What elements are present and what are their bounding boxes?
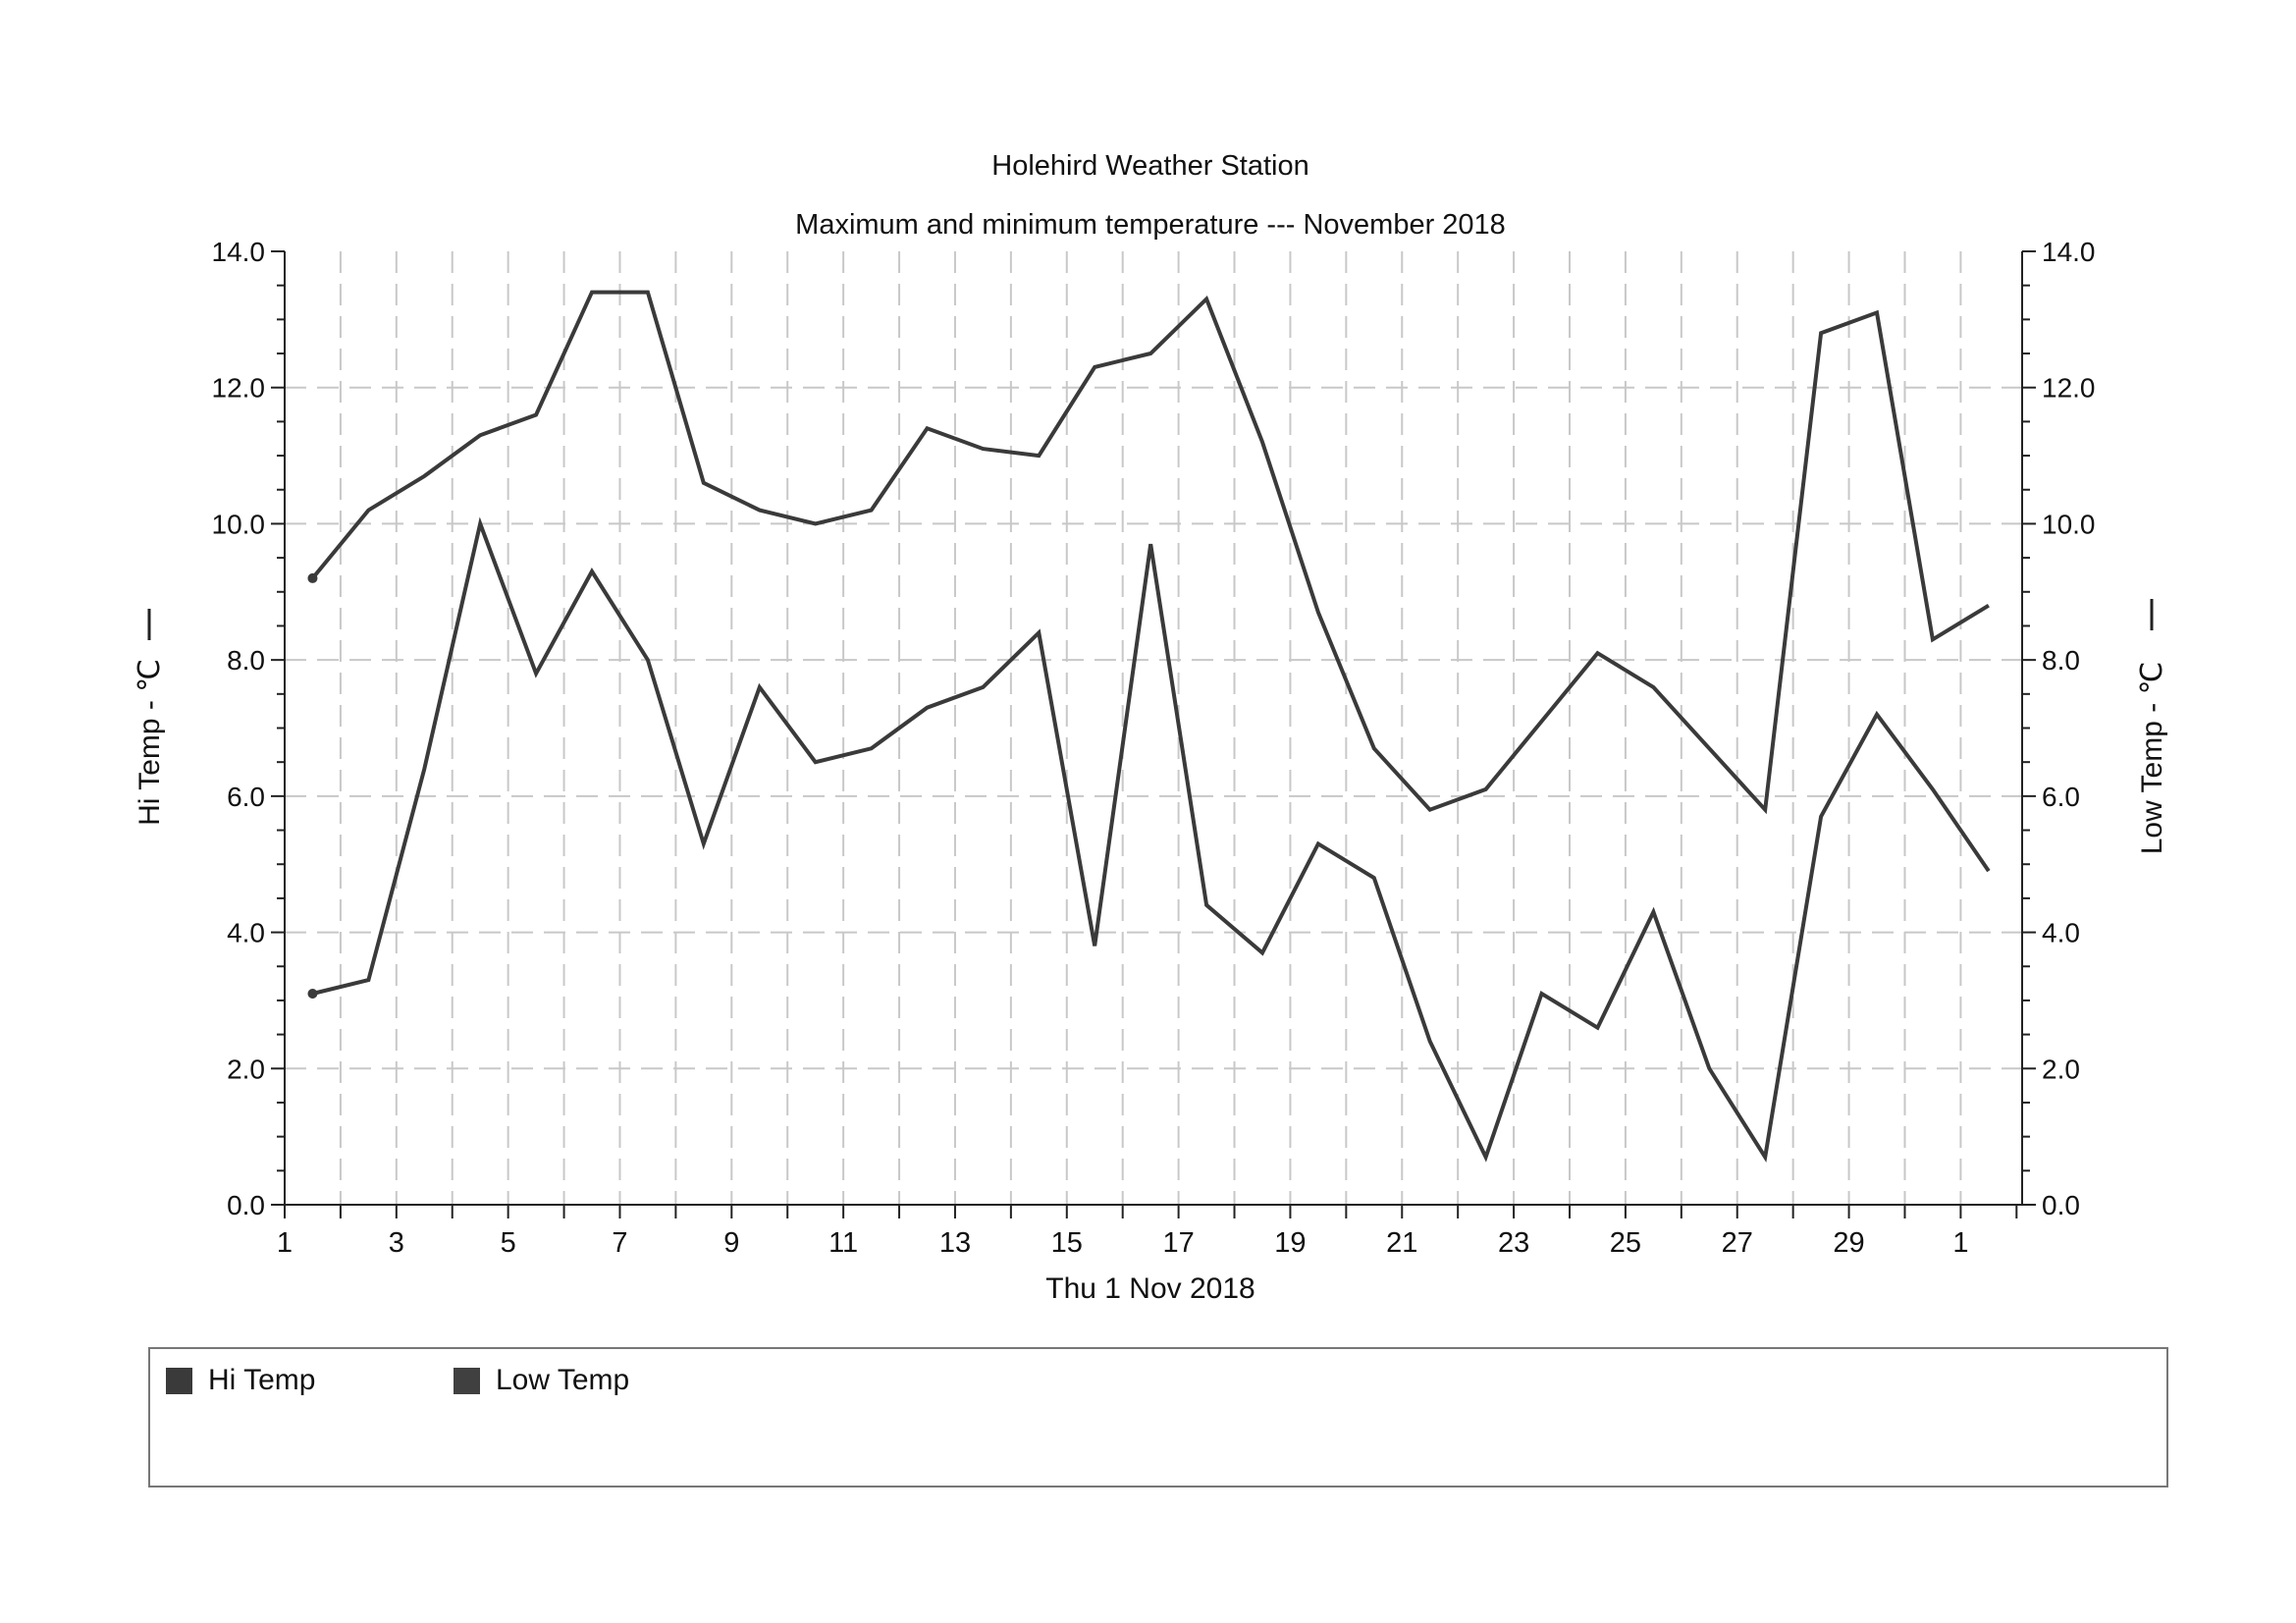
y-tick-label-right: 12.0: [2042, 373, 2096, 404]
y-tick-label-left: 2.0: [227, 1054, 265, 1084]
grid: [285, 251, 2022, 1205]
x-tick-label: 27: [1722, 1227, 1753, 1259]
y-tick-label-right: 8.0: [2042, 645, 2080, 676]
legend-item-hi-temp: Hi Temp: [166, 1364, 316, 1396]
series-line-hi-temp: [310, 290, 1990, 815]
x-tick-label: 9: [723, 1227, 739, 1259]
legend-swatch-hi-temp: [166, 1367, 192, 1394]
y-tick-label-right: 14.0: [2042, 237, 2096, 267]
y-axis-label-right: Low Temp - ℃: [2136, 662, 2168, 855]
series-line-low-temp: [312, 516, 1991, 1163]
x-axis-label: Thu 1 Nov 2018: [1045, 1272, 1255, 1305]
x-tick-label: 1: [277, 1227, 293, 1259]
x-tick-label: 5: [501, 1227, 516, 1259]
legend-label-low-temp: Low Temp: [496, 1364, 630, 1396]
legend-item-low-temp: Low Temp: [454, 1364, 630, 1396]
series-start-point-hi-temp: [307, 572, 318, 583]
y-tick-label-right: 10.0: [2042, 509, 2096, 539]
y-tick-label-left: 10.0: [212, 509, 266, 539]
y-tick-label-left: 4.0: [227, 918, 265, 948]
y-tick-label-left: 6.0: [227, 782, 265, 812]
y-tick-label-left: 14.0: [212, 237, 266, 267]
legend: Hi Temp Low Temp: [148, 1347, 2168, 1488]
y-axis-label-left: Hi Temp - ℃: [133, 659, 166, 826]
x-tick-label: 15: [1051, 1227, 1083, 1259]
axes: 0.0 0.02.0 2.04.0 4.06.0 6.08.0 8.010.0 10.012…: [212, 237, 2096, 1259]
x-tick-label: 25: [1610, 1227, 1641, 1259]
y-tick-label-left: 0.0: [227, 1190, 265, 1220]
x-tick-label: 29: [1833, 1227, 1864, 1259]
y-tick-label-left: 12.0: [212, 373, 266, 404]
x-tick-label: 3: [389, 1227, 404, 1259]
x-tick-label: 19: [1274, 1227, 1306, 1259]
legend-label-hi-temp: Hi Temp: [208, 1364, 316, 1396]
series-start-point-low-temp: [307, 988, 318, 999]
y-tick-label-right: 4.0: [2042, 918, 2080, 948]
x-tick-label: 21: [1386, 1227, 1417, 1259]
y-tick-label-right: 2.0: [2042, 1054, 2080, 1084]
x-tick-label: 23: [1498, 1227, 1529, 1259]
y-tick-label-right: 0.0: [2042, 1190, 2080, 1220]
x-tick-label: 7: [612, 1227, 627, 1259]
y-tick-label-right: 6.0: [2042, 782, 2080, 812]
x-tick-label: 11: [828, 1227, 858, 1259]
y-tick-label-left: 8.0: [227, 645, 265, 676]
x-tick-label: 13: [939, 1227, 971, 1259]
series-lines: [307, 290, 1991, 1163]
chart-subtitle: Maximum and minimum temperature --- Nove…: [795, 209, 1506, 241]
x-tick-label: 1: [1952, 1227, 1968, 1259]
x-tick-label: 17: [1162, 1227, 1194, 1259]
legend-swatch-low-temp: [454, 1367, 480, 1394]
chart-title: Holehird Weather Station: [991, 150, 1308, 182]
